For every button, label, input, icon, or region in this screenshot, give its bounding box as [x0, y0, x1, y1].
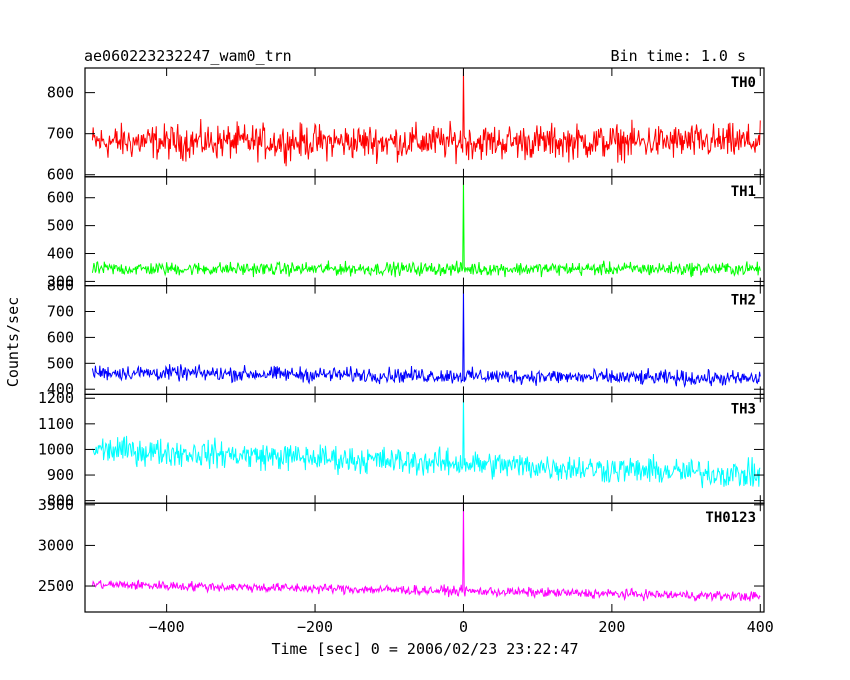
y-tick-label: 600: [47, 166, 74, 184]
y-tick-label: 900: [47, 466, 74, 484]
y-tick-label: 800: [47, 277, 74, 295]
y-tick-label: 800: [47, 84, 74, 102]
y-tick-label: 1100: [38, 415, 74, 433]
y-tick-label: 400: [47, 380, 74, 398]
panel-frame-th3: [84, 393, 765, 504]
y-tick-label: 3500: [38, 496, 74, 514]
panel-label-th0: TH0: [731, 75, 756, 91]
panel-frame-th0: [84, 67, 765, 178]
y-tick-label: 3000: [38, 536, 74, 554]
y-axis-label: Counts/sec: [4, 297, 22, 387]
y-tick-label: 600: [47, 328, 74, 346]
panel-label-th1: TH1: [731, 184, 756, 200]
panel-label-th2: TH2: [731, 293, 756, 309]
y-tick-label: 400: [47, 245, 74, 263]
y-tick-label: 700: [47, 303, 74, 321]
y-tick-label: 800: [47, 492, 74, 510]
x-axis-label: Time [sec] 0 = 2006/02/23 23:22:47: [271, 640, 578, 658]
y-tick-label: 500: [47, 217, 74, 235]
series-th0: [91, 68, 761, 167]
y-tick-label: 1200: [38, 389, 74, 407]
series-th0123: [91, 503, 761, 603]
bin-time-label: Bin time: 1.0 s: [611, 47, 746, 65]
x-tick-label: −200: [297, 618, 333, 636]
chart-title: ae060223232247_wam0_trn: [84, 47, 292, 65]
series-th1: [91, 176, 761, 278]
panel-label-th3: TH3: [731, 401, 756, 417]
y-tick-label: 600: [47, 189, 74, 207]
panel-frame-th0123: [84, 502, 765, 613]
x-tick-label: 400: [747, 618, 774, 636]
panels-group: 600 700 800 TH0 300 400 500 600 TH1 400 500 600 700 8…: [38, 67, 774, 636]
y-tick-label: 700: [47, 125, 74, 143]
y-tick-label: 2500: [38, 577, 74, 595]
y-tick-label: 1000: [38, 440, 74, 458]
y-tick-label: 500: [47, 354, 74, 372]
series-th2: [91, 285, 761, 389]
x-tick-label: −400: [149, 618, 185, 636]
x-tick-label: 0: [459, 618, 468, 636]
x-tick-label: 200: [598, 618, 625, 636]
series-th3: [92, 394, 761, 489]
y-tick-label: 300: [47, 272, 74, 290]
panel-label-th0123: TH0123: [705, 510, 756, 526]
